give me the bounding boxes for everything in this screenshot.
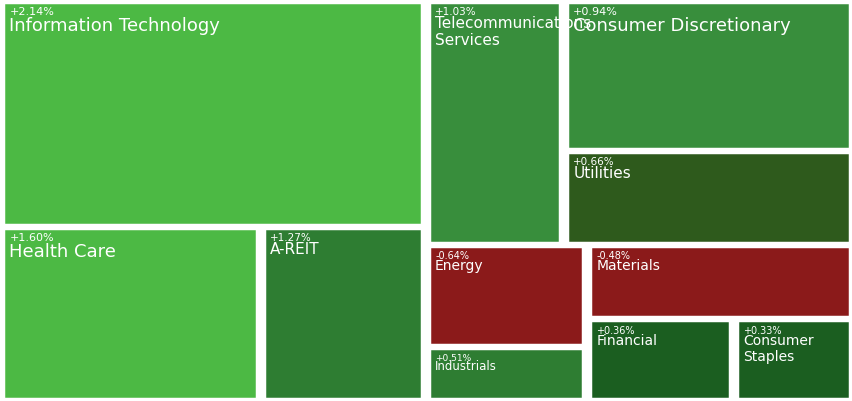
Text: +2.14%: +2.14%: [9, 7, 55, 17]
Text: Health Care: Health Care: [9, 243, 116, 261]
Text: Industrials: Industrials: [435, 360, 497, 373]
Text: Consumer
Staples: Consumer Staples: [742, 334, 813, 364]
Text: -0.48%: -0.48%: [596, 251, 630, 261]
Text: +0.36%: +0.36%: [596, 326, 634, 336]
Bar: [567, 152, 849, 243]
Bar: [567, 2, 849, 149]
Text: -0.64%: -0.64%: [435, 251, 469, 261]
Bar: [590, 320, 729, 399]
Text: Materials: Materials: [596, 259, 659, 273]
Bar: [429, 2, 560, 243]
Bar: [429, 348, 583, 399]
Bar: [3, 2, 422, 225]
Bar: [736, 320, 849, 399]
Text: Financial: Financial: [596, 334, 657, 348]
Bar: [3, 228, 256, 399]
Bar: [590, 246, 849, 317]
Text: +0.33%: +0.33%: [742, 326, 780, 336]
Bar: [429, 246, 583, 345]
Text: Energy: Energy: [435, 259, 483, 273]
Text: +1.03%: +1.03%: [435, 7, 476, 17]
Text: Information Technology: Information Technology: [9, 17, 220, 35]
Text: +0.51%: +0.51%: [435, 354, 470, 363]
Text: +0.66%: +0.66%: [573, 157, 614, 167]
Text: +1.27%: +1.27%: [269, 233, 311, 243]
Text: +0.94%: +0.94%: [573, 7, 618, 17]
Text: A-REIT: A-REIT: [269, 242, 319, 257]
Text: +1.60%: +1.60%: [9, 233, 54, 243]
Bar: [263, 228, 422, 399]
Text: Consumer Discretionary: Consumer Discretionary: [573, 17, 790, 35]
Text: Telecommunications
Services: Telecommunications Services: [435, 16, 590, 48]
Text: Utilities: Utilities: [573, 166, 630, 181]
